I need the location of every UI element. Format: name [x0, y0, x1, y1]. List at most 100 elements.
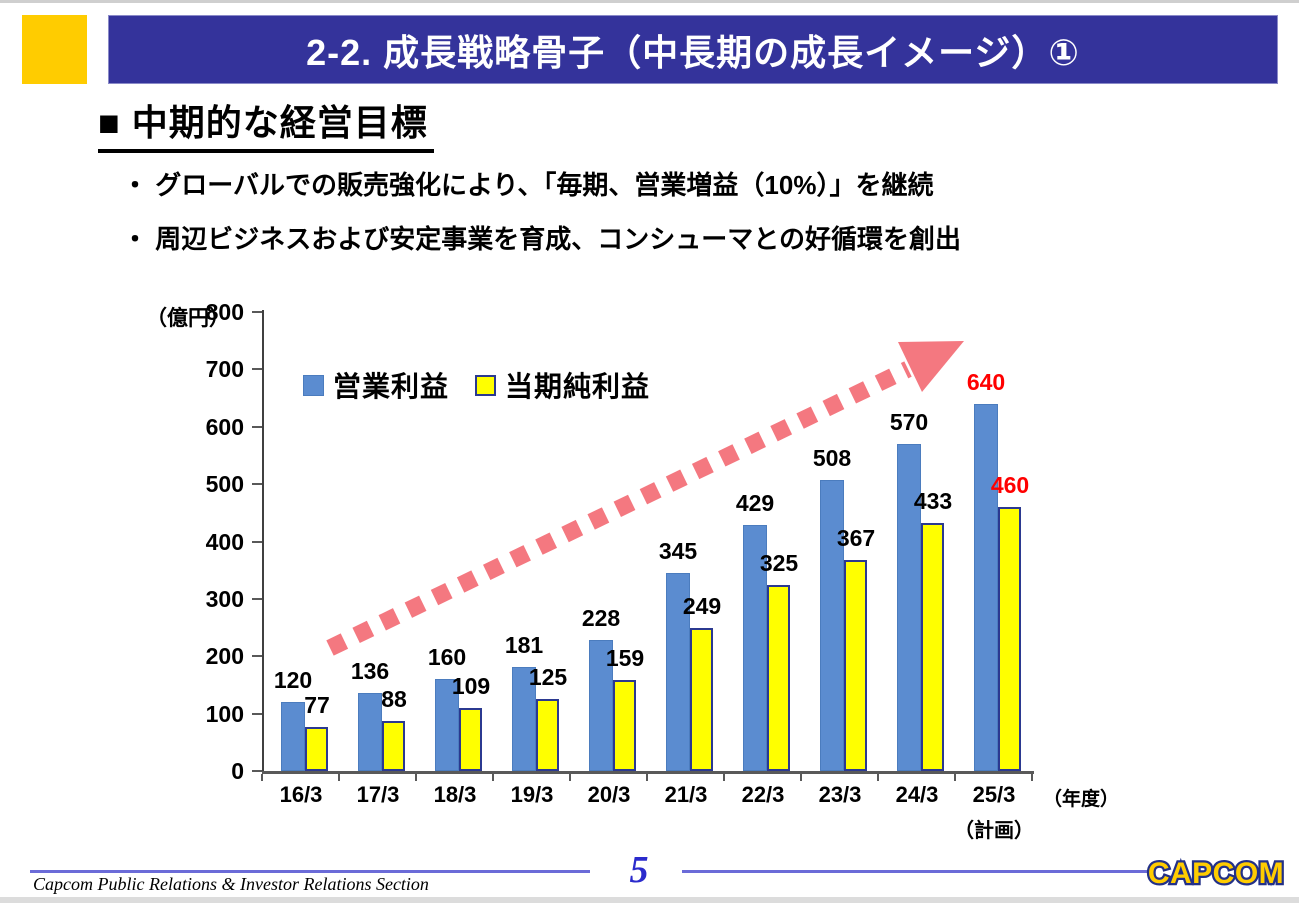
x-axis-category-label: 25/3	[972, 782, 1016, 807]
y-axis-tick-label: 100	[205, 700, 244, 727]
y-axis-tick-label: 700	[205, 356, 244, 383]
plan-note: （計画）	[954, 820, 1034, 842]
x-axis-category-label: 18/3	[433, 782, 477, 807]
x-axis-category-label: 24/3	[895, 782, 939, 807]
value-label-operating-profit: 640	[966, 368, 1006, 395]
value-label-net-profit: 159	[605, 644, 645, 671]
value-label-operating-profit: 345	[658, 538, 698, 565]
y-axis-tick-label: 500	[205, 471, 244, 498]
page-number: 5	[629, 849, 649, 891]
bar-operating-profit	[281, 702, 305, 771]
value-label-operating-profit: 160	[427, 644, 467, 671]
y-axis-tick-mark	[252, 597, 262, 600]
capcom-logo: CAPCOM	[1146, 855, 1286, 893]
footer-divider-right	[682, 870, 1150, 873]
y-axis-tick-mark	[252, 712, 262, 715]
y-axis-tick-label: 800	[205, 299, 244, 325]
x-axis-category-label: 16/3	[279, 782, 323, 807]
y-axis-tick-label: 0	[231, 758, 244, 784]
y-axis-tick-label: 200	[205, 643, 244, 670]
slide-title: 2-2. 成長戦略骨子（中長期の成長イメージ）①	[306, 31, 1080, 73]
y-axis-tick-label: 600	[205, 413, 244, 440]
y-axis-tick-label: 300	[205, 585, 244, 612]
x-axis-category-label: 23/3	[818, 782, 862, 807]
value-label-net-profit: 460	[990, 472, 1030, 499]
value-label-net-profit: 433	[913, 487, 953, 514]
value-label-operating-profit: 181	[504, 632, 544, 659]
y-axis-tick-mark	[252, 770, 262, 772]
y-axis-tick-mark	[252, 655, 262, 658]
value-label-net-profit: 77	[304, 691, 330, 718]
bullet-item: ・ 周辺ビジネスおよび安定事業を育成、コンシューマとの好循環を創出	[122, 224, 961, 254]
legend-label-operating-profit: 営業利益	[333, 371, 450, 402]
bullet-item: ・ グローバルでの販売強化により、「毎期、営業増益（10%）」を継続	[122, 170, 934, 200]
bar-net-profit	[844, 560, 867, 771]
value-label-net-profit: 88	[381, 685, 407, 712]
y-axis-tick-mark	[252, 425, 262, 428]
slide-title-bar: 2-2. 成長戦略骨子（中長期の成長イメージ）①	[108, 15, 1278, 84]
value-label-net-profit: 109	[451, 673, 491, 700]
x-axis-tick-mark	[646, 774, 648, 781]
chart-legend: 営業利益 当期純利益	[303, 365, 676, 405]
bar-net-profit	[767, 584, 790, 771]
value-label-operating-profit: 508	[812, 444, 852, 471]
x-axis-category-label: 22/3	[741, 782, 785, 807]
y-axis-tick-mark	[252, 311, 262, 313]
legend-swatch-operating-profit	[303, 374, 324, 396]
bar-operating-profit	[435, 679, 459, 771]
x-axis-tick-mark	[954, 774, 956, 781]
x-axis-tick-mark	[261, 774, 263, 781]
bar-net-profit	[536, 699, 559, 771]
value-label-operating-profit: 136	[350, 657, 390, 684]
x-axis-tick-mark	[723, 774, 725, 781]
profit-bar-chart: （億円） 0 100 200 300 400 500 600 700 800 120 77 16/3 1…	[140, 295, 1140, 855]
legend-label-net-profit: 当期純利益	[505, 371, 651, 402]
legend-item-net-profit: 当期純利益	[475, 365, 650, 405]
value-label-net-profit: 125	[528, 664, 568, 691]
footer-divider-left	[30, 870, 590, 873]
bar-net-profit	[690, 628, 713, 771]
value-label-operating-profit: 228	[581, 605, 621, 632]
y-axis-line	[262, 310, 264, 773]
x-axis-category-label: 21/3	[664, 782, 708, 807]
x-axis-tick-mark	[492, 774, 494, 781]
x-axis-tick-mark	[338, 774, 340, 781]
value-label-operating-profit: 570	[889, 408, 929, 435]
legend-item-operating-profit: 営業利益	[303, 365, 449, 405]
bar-net-profit	[613, 679, 636, 771]
bar-net-profit	[921, 522, 944, 771]
x-axis-line	[262, 771, 1034, 774]
value-label-net-profit: 325	[759, 549, 799, 576]
x-axis-tick-mark	[1031, 774, 1033, 781]
value-label-net-profit: 249	[682, 593, 722, 620]
footer-department-text: Capcom Public Relations & Investor Relat…	[33, 874, 429, 894]
legend-swatch-net-profit	[475, 374, 497, 396]
y-axis-tick-mark	[252, 368, 262, 371]
bar-net-profit	[382, 720, 405, 771]
x-axis-unit-label: （年度）	[1043, 789, 1120, 810]
bar-operating-profit	[358, 692, 382, 771]
y-axis-unit-label: （億円）	[146, 307, 230, 330]
bar-operating-profit	[974, 403, 998, 771]
value-label-operating-profit: 429	[735, 489, 775, 516]
x-axis-tick-mark	[877, 774, 879, 781]
y-axis-tick-label: 400	[205, 528, 244, 555]
bar-operating-profit	[512, 667, 536, 771]
x-axis-category-label: 19/3	[510, 782, 554, 807]
bar-net-profit	[305, 726, 328, 771]
x-axis-tick-mark	[415, 774, 417, 781]
bar-operating-profit	[820, 479, 844, 771]
x-axis-tick-mark	[800, 774, 802, 781]
x-axis-category-label: 17/3	[356, 782, 400, 807]
top-border	[0, 0, 1299, 3]
value-label-net-profit: 367	[836, 525, 876, 552]
bottom-border	[0, 897, 1299, 903]
value-label-operating-profit: 120	[273, 667, 313, 694]
section-heading: ■ 中期的な経営目標	[98, 94, 434, 153]
bar-net-profit	[998, 507, 1021, 771]
x-axis-tick-mark	[569, 774, 571, 781]
y-axis-tick-mark	[252, 540, 262, 543]
accent-square	[22, 15, 87, 84]
svg-text:CAPCOM: CAPCOM	[1148, 857, 1284, 890]
